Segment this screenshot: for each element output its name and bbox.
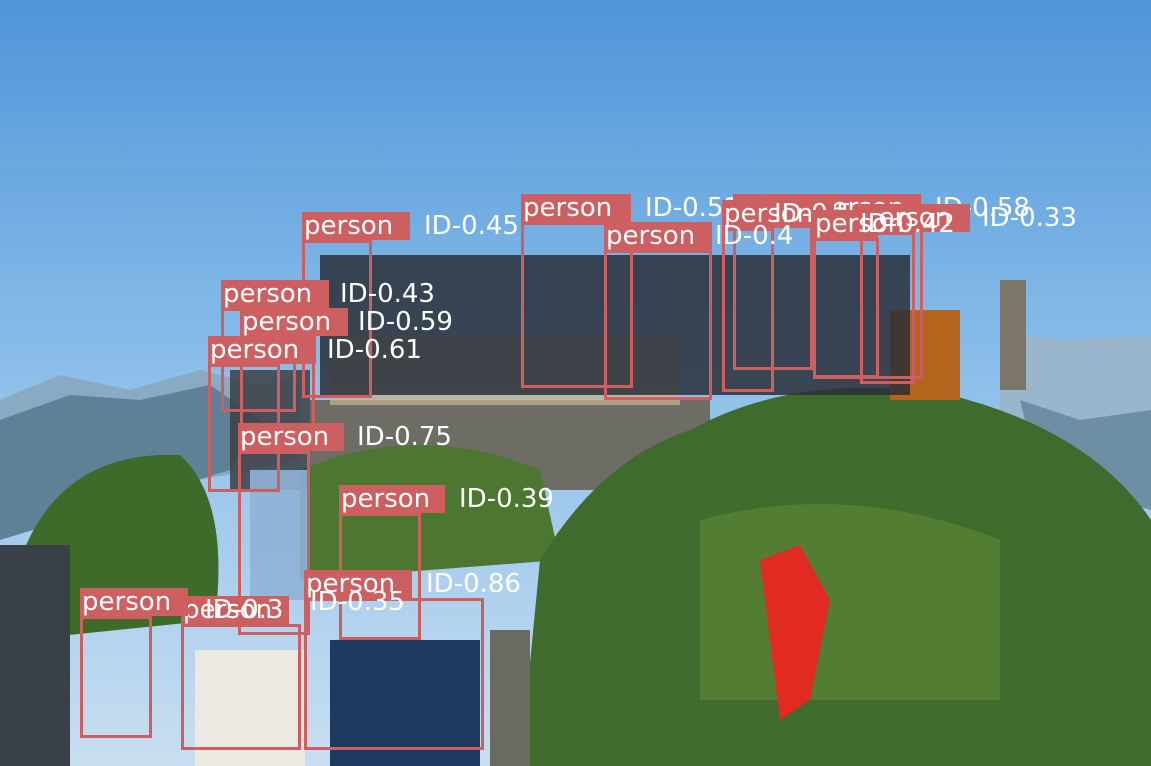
detection-class-label: person	[724, 199, 814, 229]
detection-id-text: ID-0.75	[357, 422, 452, 452]
person-bounding-box	[722, 228, 774, 392]
detection-id-text: ID-0.86	[426, 569, 521, 599]
detection-label-background	[208, 336, 316, 364]
detection-label-background	[240, 308, 348, 336]
detection-class-label: person	[183, 595, 273, 625]
detection-id-text: ID-0.35	[310, 587, 405, 617]
detection-class-label: person	[242, 307, 332, 337]
detection-id-text: ID-0.43	[340, 279, 435, 309]
detection-label-background	[860, 204, 970, 232]
detection-label-background	[80, 588, 188, 616]
detection-label-background	[302, 212, 410, 240]
person-bounding-box	[604, 250, 712, 400]
detection-label-background	[181, 596, 289, 624]
detection-id-text: ID-0.33	[982, 203, 1077, 233]
detection-class-label: person	[606, 221, 696, 251]
person-bounding-box	[521, 222, 633, 388]
detection-class-label: person	[210, 335, 300, 365]
detection-class-label: person	[341, 484, 431, 514]
detection-class-label: person	[523, 193, 613, 223]
person-bounding-box	[304, 598, 484, 750]
detection-label-background	[813, 210, 878, 238]
detection-id-text: ID-0.61	[327, 335, 422, 365]
detection-class-label: person	[82, 587, 172, 617]
detection-label-background	[238, 423, 344, 451]
person-bounding-box	[238, 451, 310, 635]
detection-label-background	[221, 280, 329, 308]
detection-id-text: ID-0.39	[459, 484, 554, 514]
detection-label-background	[604, 222, 712, 250]
person-bounding-box	[813, 238, 879, 378]
person-bounding-box	[860, 232, 915, 384]
detection-id-text: ID-0.42	[860, 209, 955, 239]
detection-class-label: person	[240, 422, 330, 452]
detection-id-text: ID-0.3	[205, 595, 284, 625]
detection-label-background	[521, 194, 631, 222]
detection-class-label: person	[815, 209, 905, 239]
detection-id-text: ID-0.59	[358, 307, 453, 337]
detection-id-text: ID-0.45	[424, 211, 519, 241]
detection-class-label: person	[306, 569, 396, 599]
detection-class-label: person	[223, 279, 313, 309]
detection-label-background	[339, 485, 445, 513]
detection-class-label: person	[304, 211, 394, 241]
detection-id-text: ID-0.4	[715, 221, 794, 251]
person-bounding-box	[181, 624, 301, 750]
person-bounding-box	[80, 616, 152, 738]
detection-label-background	[304, 570, 412, 598]
